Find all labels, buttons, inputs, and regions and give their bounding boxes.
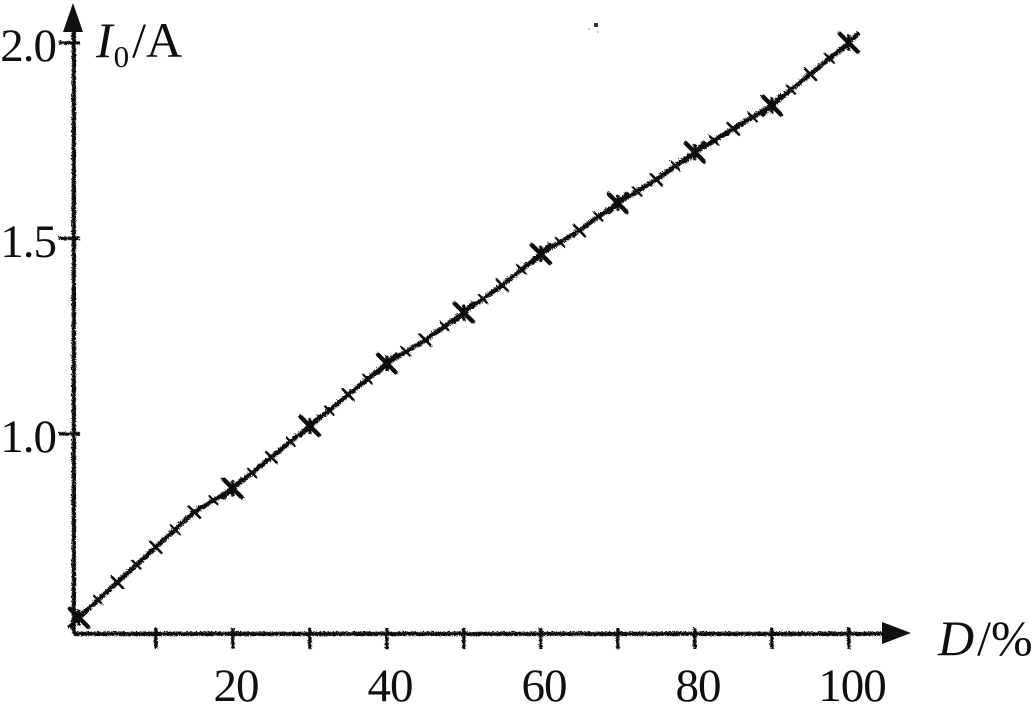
y-axis-title: I0/A bbox=[96, 15, 182, 82]
data-point-minor bbox=[630, 185, 642, 196]
x-axis-title: D/% bbox=[938, 613, 1033, 663]
y-tick-label-1.5: 1.5 bbox=[0, 215, 57, 268]
data-point-minor bbox=[438, 320, 450, 331]
data-point-minor bbox=[823, 52, 835, 63]
y-axis-symbol: I bbox=[96, 12, 113, 68]
x-tick-label-20: 20 bbox=[213, 660, 260, 708]
axis-ticks bbox=[58, 40, 850, 648]
data-point-minor bbox=[130, 558, 142, 570]
x-tick-label-100: 100 bbox=[818, 660, 887, 708]
data-point-minor bbox=[515, 263, 527, 275]
data-point bbox=[109, 574, 124, 589]
y-tick-label-2.0: 2.0 bbox=[0, 20, 57, 72]
x-tick-label-40: 40 bbox=[367, 660, 414, 708]
data-point-minor bbox=[399, 345, 411, 357]
data-point bbox=[648, 172, 663, 186]
scan-artifact bbox=[588, 23, 599, 33]
x-tick-label-80: 80 bbox=[675, 660, 722, 708]
data-point-minor bbox=[553, 236, 565, 247]
scan-artifact-dot bbox=[594, 23, 598, 27]
data-point-minor bbox=[669, 159, 681, 171]
data-point bbox=[725, 121, 740, 135]
y-axis-subscript: 0 bbox=[113, 39, 130, 74]
data-point-minor bbox=[168, 523, 180, 535]
data-point-minor bbox=[592, 210, 604, 222]
x-axis-arrow bbox=[882, 622, 911, 644]
data-point-minor bbox=[361, 372, 373, 384]
data-point bbox=[263, 449, 278, 464]
data-point bbox=[417, 332, 432, 346]
x-tick-label-60: 60 bbox=[521, 660, 568, 708]
axes bbox=[70, 26, 886, 636]
data-point bbox=[340, 387, 355, 401]
y-axis-unit: /A bbox=[132, 12, 183, 68]
plot-ink bbox=[58, 26, 886, 648]
x-axis-unit: /% bbox=[977, 610, 1033, 666]
x-axis-symbol: D bbox=[938, 610, 975, 666]
data-point-minor bbox=[284, 435, 296, 447]
data-point bbox=[571, 222, 586, 237]
data-point-minor bbox=[322, 404, 334, 415]
axis-arrows bbox=[63, 3, 911, 644]
data-point-markers bbox=[66, 30, 860, 628]
data-point-minor bbox=[707, 134, 719, 146]
data-point-minor bbox=[476, 292, 488, 304]
data-point-minor bbox=[207, 494, 219, 505]
data-point bbox=[186, 504, 201, 518]
data-point bbox=[148, 539, 162, 554]
y-axis-arrow bbox=[63, 3, 83, 32]
data-point-minor bbox=[91, 593, 103, 605]
y-tick-label-1.0: 1.0 bbox=[0, 411, 57, 463]
data-point bbox=[494, 277, 509, 292]
data-point-minor bbox=[245, 466, 257, 478]
data-point-minor bbox=[746, 110, 758, 122]
data-point-minor bbox=[784, 83, 796, 95]
data-point bbox=[802, 66, 817, 81]
